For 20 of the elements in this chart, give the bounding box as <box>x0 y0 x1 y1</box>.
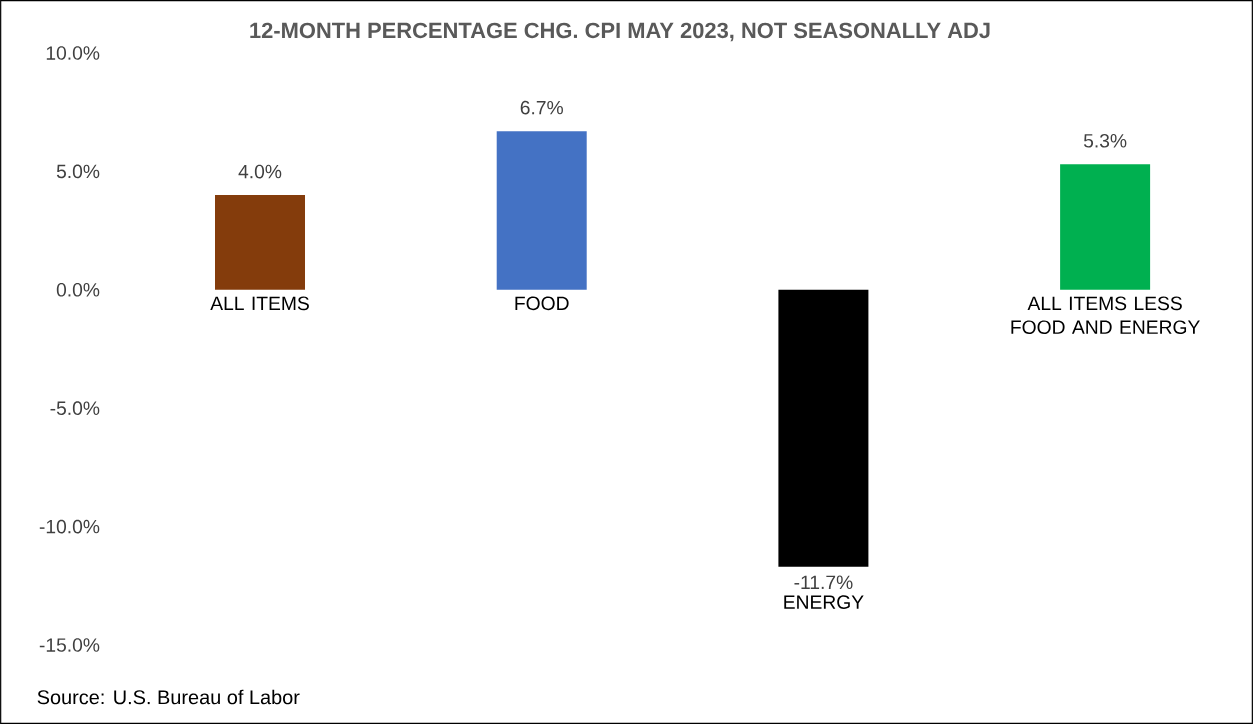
y-tick-label: -5.0% <box>50 401 100 416</box>
data-label: 4.0% <box>238 164 282 179</box>
y-tick-label: 10.0% <box>46 46 100 60</box>
x-tick-label: ALL ITEMS LESS FOOD AND ENERGY <box>1011 296 1200 335</box>
bar <box>496 131 587 290</box>
data-label: -11.7% <box>794 575 853 590</box>
y-tick-label: 5.0% <box>56 164 100 179</box>
y-tick-label: 0.0% <box>56 282 100 297</box>
data-label: 6.7% <box>520 100 563 115</box>
source-note: Source: U.S. Bureau of Labor <box>37 689 300 705</box>
bar <box>778 289 869 567</box>
data-label: 5.3% <box>1083 133 1127 148</box>
bar <box>1060 164 1151 290</box>
x-tick-label: ALL ITEMS <box>210 296 309 311</box>
bar <box>215 195 306 290</box>
x-tick-label: FOOD <box>515 296 569 311</box>
chart-title: 12-MONTH PERCENTAGE CHG. CPI MAY 2023, NOT SEASONALLY ADJ <box>250 22 990 42</box>
y-tick-label: -10.0% <box>39 519 100 534</box>
y-tick-label: -15.0% <box>39 638 100 652</box>
x-tick-label: ENERGY <box>784 595 864 609</box>
